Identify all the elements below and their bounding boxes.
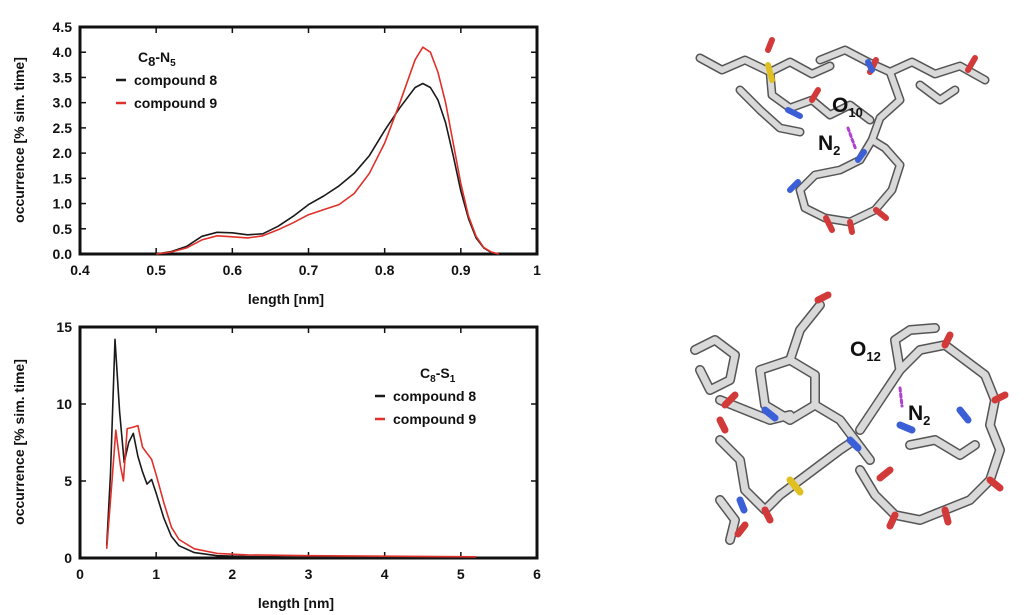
- bottom-legend-label-compound-8: compound 8: [393, 388, 476, 404]
- top-molecule-label-o10: O10: [832, 94, 863, 120]
- top-legend: C8-N5 compound 8 compound 9: [116, 49, 217, 111]
- bottom-x-ticks: 0 1 2 3 4 5 6: [76, 327, 541, 582]
- y-tick-label: 3.5: [53, 69, 73, 85]
- series-line-compound-9: [105, 424, 477, 558]
- y-tick-label: 0.0: [53, 246, 73, 262]
- y-tick-label: 3.0: [53, 95, 73, 111]
- top-x-axis-label: length [nm]: [248, 291, 324, 307]
- y-tick-label: 10: [56, 396, 72, 412]
- x-tick-label: 2: [228, 566, 236, 582]
- top-x-ticks: 0.4 0.5 0.6 0.7 0.8 0.9 1: [70, 27, 541, 278]
- top-y-axis-label: occurrence [% sim. time]: [11, 57, 27, 223]
- y-tick-label: 1.0: [53, 196, 73, 212]
- top-molecule-model: [695, 37, 990, 235]
- bottom-y-axis-label: occurrence [% sim. time]: [11, 359, 27, 525]
- y-tick-label: 4.5: [53, 19, 73, 35]
- x-tick-label: 0.8: [375, 262, 395, 278]
- x-tick-label: 3: [305, 566, 313, 582]
- bottom-molecule-model: [690, 291, 1009, 545]
- series-line-compound-8: [105, 338, 477, 559]
- x-tick-label: 0.6: [223, 262, 243, 278]
- y-tick-label: 5: [64, 473, 72, 489]
- y-tick-label: 0: [64, 550, 72, 566]
- x-tick-label: 0.4: [70, 262, 90, 278]
- series-line-compound-8: [156, 82, 500, 255]
- y-tick-label: 15: [56, 319, 72, 335]
- bottom-chart-frame: [78, 325, 539, 560]
- bottom-molecule-label-o12: O12: [850, 338, 881, 364]
- x-tick-label: 1: [152, 566, 160, 582]
- bottom-legend: C8-S1 compound 8 compound 9: [375, 365, 476, 427]
- top-chart: 0.0 0.5 1.0 1.5 2.0 2.5 3.0 3.5 4.0 4.5 0.4 0.5 0.6…: [11, 19, 541, 307]
- top-molecule-label-n2: N2: [818, 132, 840, 158]
- x-tick-label: 0.5: [146, 262, 166, 278]
- bottom-legend-title: C8-S1: [420, 365, 456, 385]
- y-tick-label: 0.5: [53, 221, 73, 237]
- y-tick-label: 2.5: [53, 120, 73, 136]
- top-legend-label-compound-9: compound 9: [134, 95, 217, 111]
- top-series: [156, 46, 500, 255]
- y-tick-label: 4.0: [53, 44, 73, 60]
- bottom-x-axis-label: length [nm]: [258, 595, 334, 611]
- bottom-chart: 0 5 10 15 0 1 2 3 4 5 6 length [nm] occurrence [%…: [11, 319, 541, 611]
- bottom-legend-label-compound-9: compound 9: [393, 411, 476, 427]
- y-tick-label: 2.0: [53, 145, 73, 161]
- x-tick-label: 1: [533, 262, 541, 278]
- bottom-series: [105, 338, 477, 559]
- bottom-molecule-label-n2: N2: [908, 402, 930, 428]
- bottom-y-ticks: 0 5 10 15: [56, 319, 537, 566]
- x-tick-label: 0.9: [451, 262, 471, 278]
- top-legend-title: C8-N5: [138, 49, 176, 69]
- top-y-ticks: 0.0 0.5 1.0 1.5 2.0 2.5 3.0 3.5 4.0 4.5: [53, 19, 537, 262]
- x-tick-label: 0.7: [299, 262, 319, 278]
- x-tick-label: 5: [457, 566, 465, 582]
- x-tick-label: 0: [76, 566, 84, 582]
- x-tick-label: 6: [533, 566, 541, 582]
- series-line-compound-9: [156, 46, 500, 255]
- top-legend-label-compound-8: compound 8: [134, 72, 217, 88]
- x-tick-label: 4: [381, 566, 389, 582]
- y-tick-label: 1.5: [53, 170, 73, 186]
